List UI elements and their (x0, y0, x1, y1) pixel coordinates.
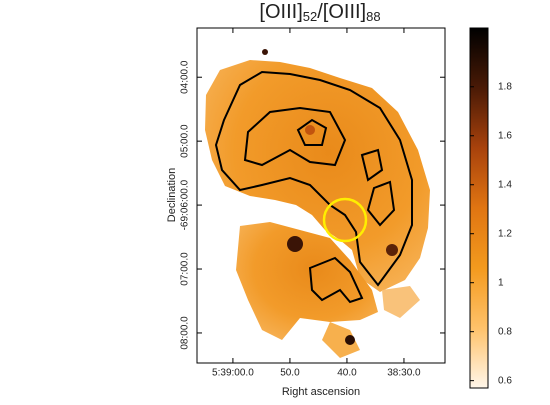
x-tick-label: 38:30.0 (387, 368, 421, 379)
colorbar-tick-label: 1.6 (498, 130, 512, 141)
colorbar-tick-label: 1.4 (498, 179, 512, 190)
x-tick-label: 50.0 (280, 368, 300, 379)
colorbar-tick-label: 0.6 (498, 375, 512, 386)
colorbar (469, 27, 489, 389)
y-tick-label: 04:00.0 (180, 60, 191, 94)
plot-frame (196, 27, 446, 364)
title-subscript: 52 (303, 9, 317, 24)
aperture-circle (322, 197, 368, 243)
y-tick-label: 05:00.0 (180, 124, 191, 158)
colorbar-tick-label: 0.8 (498, 326, 512, 337)
x-tick-label: 40.0 (337, 368, 357, 379)
chart-title: [OIII]52/[OIII]88 (259, 1, 380, 24)
colorbar-tick-label: 1.8 (498, 81, 512, 92)
title-part: [OIII] (259, 1, 302, 23)
y-tick-label: 08:00.0 (180, 316, 191, 350)
title-subscript: 88 (366, 9, 380, 24)
colorbar-tick-label: 1 (498, 277, 504, 288)
y-axis-label: Declination (166, 168, 178, 222)
x-tick-label: 5:39:00.0 (212, 368, 254, 379)
y-tick-label: 07:00.0 (180, 252, 191, 286)
contours (214, 70, 413, 304)
title-part: /[OIII] (317, 1, 366, 23)
x-axis-label: Right ascension (282, 386, 360, 398)
y-tick-label: -69:06:00.0 (180, 179, 191, 230)
colorbar-tick-label: 1.2 (498, 228, 512, 239)
map-image (205, 49, 430, 358)
